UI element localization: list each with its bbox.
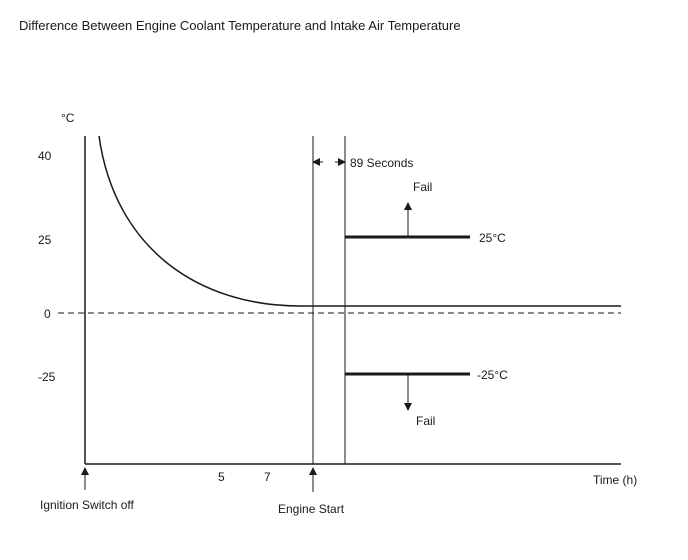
upper-fail-label: Fail bbox=[413, 180, 432, 194]
y-tick-neg25: -25 bbox=[38, 370, 56, 384]
y-axis-unit: °C bbox=[61, 111, 75, 125]
lower-fail-label: Fail bbox=[416, 414, 435, 428]
diagram-title: Difference Between Engine Coolant Temper… bbox=[19, 18, 461, 33]
y-tick-0: 0 bbox=[44, 307, 51, 321]
engine-start-label: Engine Start bbox=[278, 502, 345, 516]
x-tick-5: 5 bbox=[218, 470, 225, 484]
temperature-difference-curve bbox=[98, 135, 621, 307]
upper-threshold-label: 25°C bbox=[479, 231, 506, 245]
y-tick-40: 40 bbox=[38, 149, 52, 163]
y-tick-25: 25 bbox=[38, 233, 52, 247]
interval-label: 89 Seconds bbox=[350, 156, 413, 170]
x-axis-label: Time (h) bbox=[593, 473, 637, 487]
x-tick-7: 7 bbox=[264, 470, 271, 484]
ignition-off-label: Ignition Switch off bbox=[40, 498, 134, 512]
lower-threshold-label: -25°C bbox=[477, 368, 508, 382]
